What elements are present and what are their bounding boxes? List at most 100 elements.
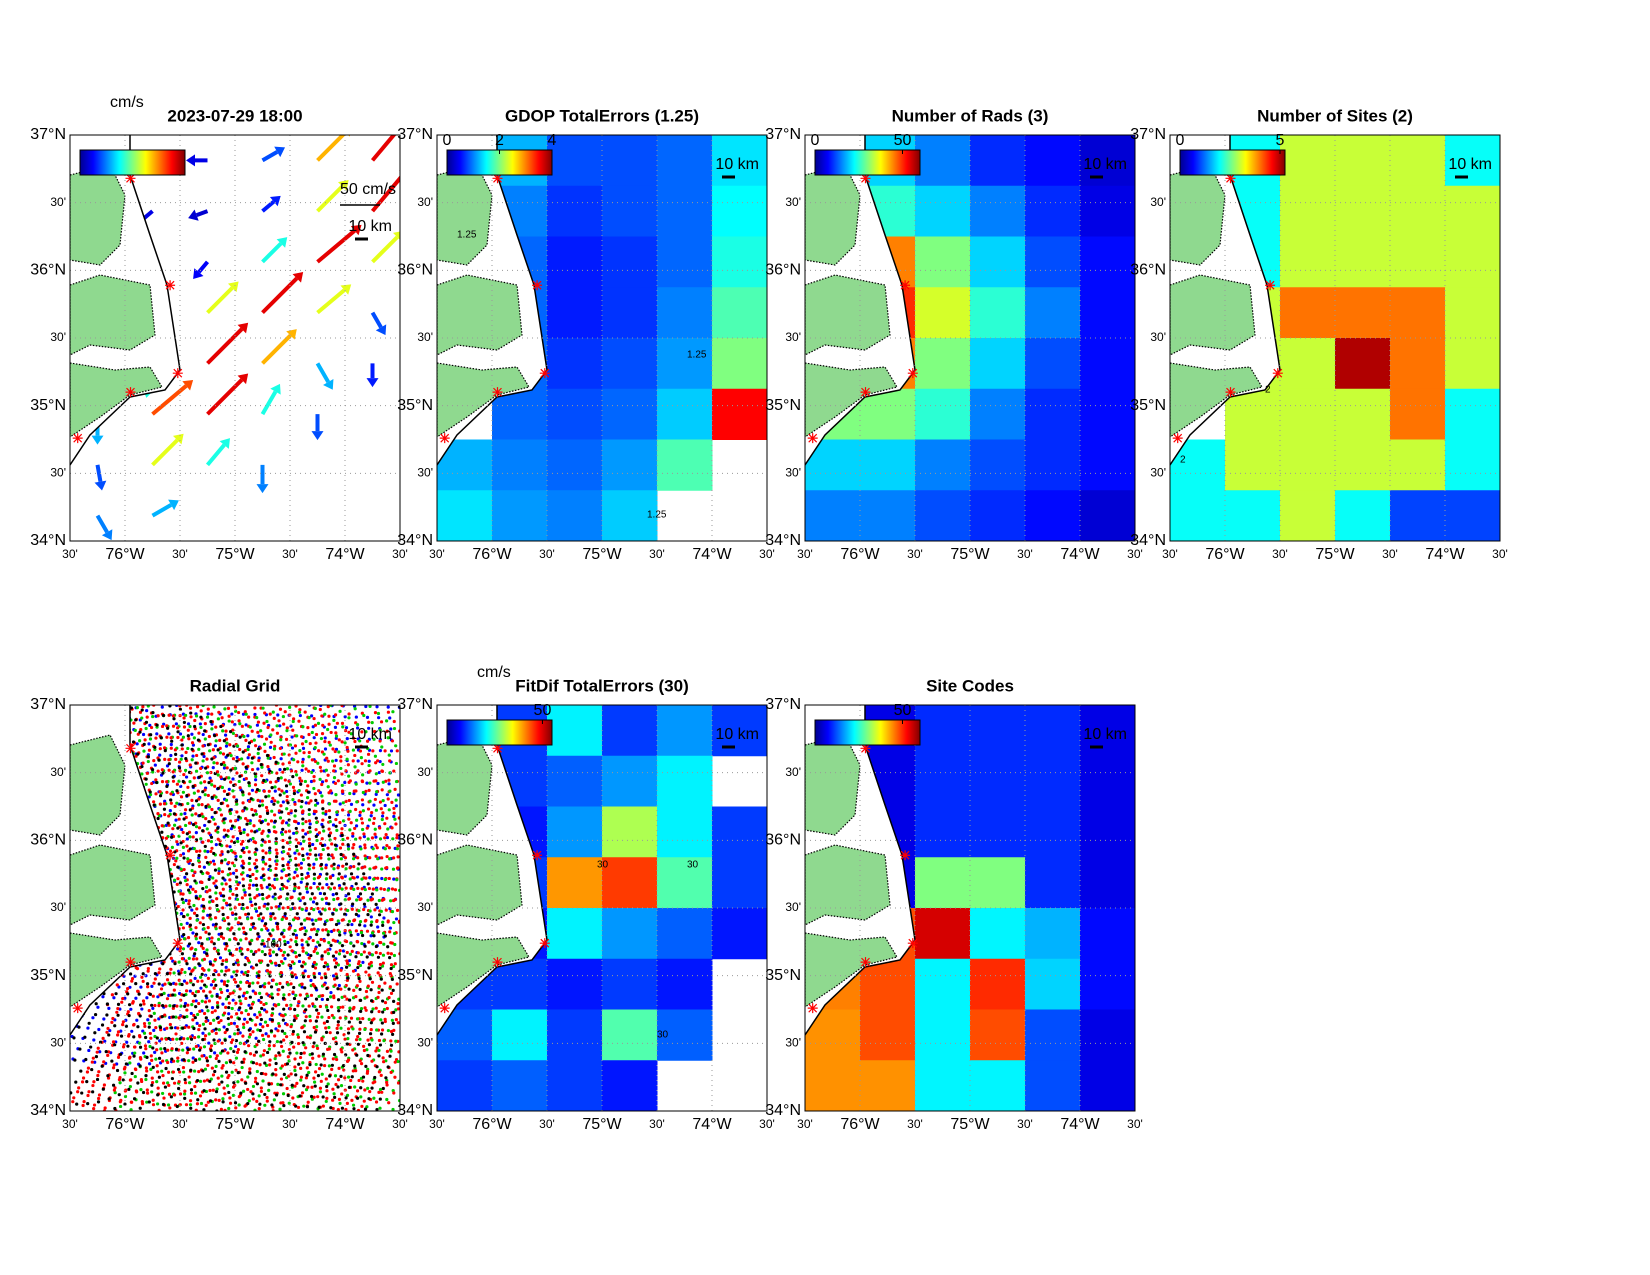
radial-grid-point bbox=[227, 867, 232, 871]
radial-grid-point bbox=[93, 1031, 97, 1035]
radial-grid-point bbox=[387, 996, 391, 1000]
radial-grid-point bbox=[212, 761, 216, 765]
radial-grid-point bbox=[308, 1014, 312, 1018]
radial-grid-point bbox=[221, 894, 226, 898]
radial-grid-point bbox=[291, 932, 295, 936]
radial-grid-point bbox=[126, 1044, 130, 1048]
radial-grid-point bbox=[228, 889, 232, 893]
radial-grid-point bbox=[278, 981, 282, 986]
radial-grid-point bbox=[192, 1047, 196, 1051]
radial-grid-point bbox=[377, 716, 381, 720]
y-tick-label: 37°N bbox=[765, 126, 801, 143]
grid-cell bbox=[1080, 185, 1135, 237]
radial-grid-point bbox=[307, 769, 311, 773]
radial-grid-point bbox=[317, 1067, 322, 1071]
radial-grid-point bbox=[275, 943, 279, 948]
radial-grid-point bbox=[378, 940, 382, 945]
radial-grid-point bbox=[286, 953, 290, 957]
radial-grid-point bbox=[258, 1013, 262, 1017]
radial-grid-point bbox=[373, 908, 377, 912]
radial-grid-point bbox=[165, 780, 169, 784]
radial-grid-point bbox=[258, 984, 263, 989]
radial-grid-point bbox=[291, 785, 296, 789]
radial-grid-point bbox=[141, 972, 145, 976]
x-tick-label: 30' bbox=[759, 547, 775, 561]
radial-grid-point bbox=[368, 799, 372, 803]
radial-grid-point bbox=[176, 735, 180, 740]
radial-grid-point bbox=[343, 874, 347, 878]
current-vector bbox=[188, 209, 209, 221]
radial-grid-point bbox=[216, 748, 220, 752]
radial-grid-point bbox=[280, 876, 284, 880]
radial-grid-point bbox=[289, 1072, 293, 1076]
radial-grid-point bbox=[288, 854, 292, 858]
radial-grid-point bbox=[288, 858, 293, 862]
current-vector bbox=[371, 231, 400, 264]
radial-grid-point bbox=[292, 1045, 296, 1049]
radial-grid-point bbox=[225, 844, 229, 848]
radial-grid-point bbox=[380, 769, 385, 773]
radial-grid-point bbox=[301, 1025, 305, 1029]
radial-grid-point bbox=[159, 987, 164, 991]
radial-grid-point bbox=[247, 1099, 251, 1103]
radial-grid-point bbox=[268, 745, 273, 749]
radial-grid-point bbox=[309, 897, 313, 901]
radial-grid-point bbox=[191, 983, 195, 987]
radial-grid-point bbox=[229, 849, 234, 853]
radial-grid-point bbox=[231, 1093, 235, 1097]
vector-head bbox=[256, 484, 269, 494]
radial-grid-point bbox=[237, 719, 241, 723]
radial-grid-point bbox=[369, 934, 373, 938]
radial-grid-point bbox=[298, 749, 302, 753]
radial-grid-point bbox=[376, 711, 381, 716]
radial-grid-point bbox=[338, 802, 342, 806]
grid-cell bbox=[1390, 338, 1446, 390]
radial-grid-point bbox=[206, 1009, 210, 1013]
radial-grid-point bbox=[265, 809, 270, 813]
radial-grid-point bbox=[363, 865, 367, 869]
radial-grid-point bbox=[285, 807, 289, 811]
radial-grid-point bbox=[334, 950, 338, 954]
radial-grid-point bbox=[254, 963, 259, 967]
radial-grid-point bbox=[201, 909, 205, 913]
radial-grid-point bbox=[262, 742, 267, 746]
radial-grid-point bbox=[368, 977, 372, 981]
radial-grid-point bbox=[247, 1003, 251, 1007]
radial-grid-point bbox=[295, 849, 299, 853]
radial-grid-point bbox=[143, 1024, 147, 1028]
radial-grid-point bbox=[355, 818, 359, 822]
radial-grid-point bbox=[142, 742, 146, 747]
radial-grid-point bbox=[312, 1076, 316, 1080]
radial-grid-point bbox=[340, 721, 345, 726]
radial-grid-point bbox=[156, 1093, 160, 1097]
radial-grid-point bbox=[236, 942, 240, 946]
radial-grid-point bbox=[287, 860, 291, 864]
radial-grid-point bbox=[220, 969, 224, 973]
radial-grid-point bbox=[224, 958, 229, 962]
radial-grid-point bbox=[142, 1021, 147, 1026]
radial-grid-point bbox=[139, 728, 143, 732]
radial-grid-point bbox=[161, 1004, 165, 1008]
radial-grid-point bbox=[313, 746, 317, 750]
radial-grid-point bbox=[356, 1108, 361, 1111]
radial-grid-point bbox=[132, 1023, 136, 1027]
radial-grid-point bbox=[277, 1051, 281, 1055]
radial-grid-point bbox=[287, 829, 292, 833]
radial-grid-point bbox=[181, 947, 186, 951]
site-marker bbox=[125, 173, 136, 184]
radial-grid-point bbox=[313, 966, 318, 970]
radial-grid-point bbox=[181, 900, 185, 905]
radial-grid-point bbox=[126, 987, 130, 991]
current-vector bbox=[260, 383, 281, 416]
radial-grid-point bbox=[311, 1056, 315, 1060]
radial-grid-point bbox=[273, 789, 277, 793]
radial-grid-point bbox=[377, 929, 381, 934]
radial-grid-point bbox=[320, 714, 324, 718]
radial-grid-point bbox=[163, 749, 167, 753]
radial-grid-point bbox=[381, 953, 386, 957]
radial-grid-point bbox=[383, 981, 387, 985]
radial-grid-point bbox=[142, 1002, 146, 1006]
radial-grid-point bbox=[278, 707, 283, 711]
radial-grid-point bbox=[345, 950, 349, 955]
radial-grid-point bbox=[306, 784, 310, 788]
